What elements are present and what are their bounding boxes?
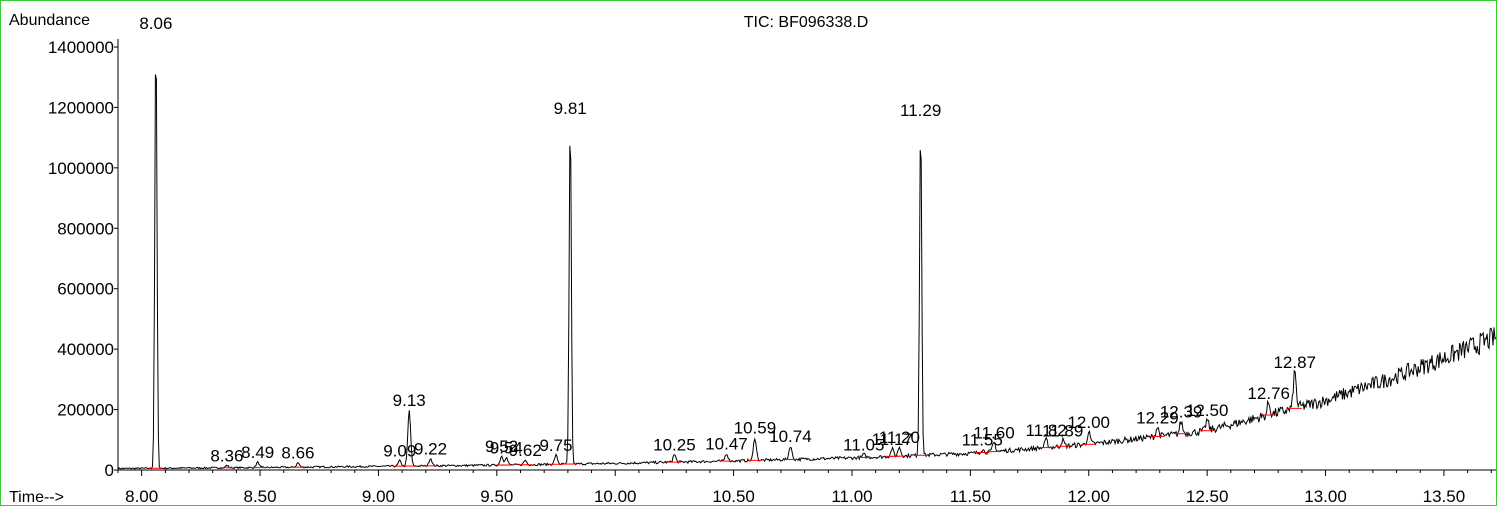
- peak-labels-group: 8.06 8.368.49 8.66 9.09 9.13 9.22 9.529.549.62…: [139, 14, 1316, 465]
- peak-label: 11.05: [843, 435, 884, 454]
- x-tick-label: 10.00: [594, 487, 637, 506]
- x-tick-label: 12.50: [1186, 487, 1229, 506]
- peak-label: 12.87: [1273, 353, 1316, 372]
- chart-title: TIC: BF096338.D: [744, 14, 869, 31]
- peak-label: 11.20: [879, 428, 920, 447]
- peak-label: 12.39: [1160, 403, 1203, 422]
- peak-label: 11.29: [900, 101, 941, 120]
- y-tick-label: 600000: [57, 280, 114, 299]
- peak-label: 9.75: [539, 436, 572, 455]
- peak-label: 9.13: [393, 391, 426, 410]
- y-axis-title: Abundance: [9, 12, 90, 29]
- x-tick-label: 9.50: [480, 487, 513, 506]
- x-tick-label: 9.00: [362, 487, 395, 506]
- x-tick-label: 13.00: [1304, 487, 1347, 506]
- peak-label: 8.06: [139, 14, 172, 33]
- y-tick-label: 1400000: [48, 38, 114, 57]
- peak-label: 10.74: [769, 427, 812, 446]
- peak-label: 11.82: [1025, 421, 1066, 440]
- x-tick-label: 13.50: [1423, 487, 1466, 506]
- y-tick-label: 1000000: [48, 159, 114, 178]
- x-axis-title: Time-->: [9, 489, 64, 506]
- peak-label: 9.09: [383, 442, 416, 461]
- peak-label: 9.54: [490, 438, 523, 457]
- y-tick-label: 1200000: [48, 98, 114, 117]
- peak-label: 9.81: [554, 99, 587, 118]
- tic-trace-line: [117, 74, 1497, 470]
- y-tick-label: 800000: [57, 219, 114, 238]
- peak-label: 11.17: [872, 430, 913, 449]
- x-tick-label: 8.00: [125, 487, 158, 506]
- peak-label: 8.66: [281, 444, 314, 463]
- x-tick-label: 10.50: [712, 487, 755, 506]
- peak-label: 9.62: [509, 441, 542, 460]
- peak-label: 11.60: [973, 424, 1014, 443]
- axes-group: [117, 39, 1496, 471]
- peak-label: 12.00: [1067, 413, 1110, 432]
- peak-label: 10.47: [705, 435, 748, 454]
- y-tick-label: 0: [105, 461, 114, 480]
- peak-label: 11.89: [1042, 421, 1083, 440]
- x-tick-label: 12.00: [1067, 487, 1110, 506]
- trace-group: [117, 74, 1497, 470]
- peak-label: 9.52: [485, 437, 518, 456]
- peak-label: 8.36: [210, 446, 243, 465]
- peak-label: 11.55: [962, 430, 1003, 449]
- x-tick-label: 11.50: [950, 487, 991, 506]
- y-tick-label: 400000: [57, 340, 114, 359]
- peak-label: 10.59: [734, 419, 777, 438]
- ticks-group: 0 200000 400000 600000 800000 1000000 1200000 1…: [48, 38, 1492, 506]
- x-tick-label: 11.00: [831, 487, 872, 506]
- peak-label: 12.29: [1136, 408, 1179, 427]
- peak-label: 12.76: [1247, 384, 1290, 403]
- peak-label: 9.22: [414, 439, 447, 458]
- x-tick-label: 8.50: [244, 487, 277, 506]
- peak-label: 8.49: [241, 443, 274, 462]
- peak-label: 10.25: [653, 436, 696, 455]
- integration-marks-group: [148, 407, 1302, 469]
- peak-label: 12.50: [1186, 401, 1229, 420]
- y-tick-label: 200000: [57, 401, 114, 420]
